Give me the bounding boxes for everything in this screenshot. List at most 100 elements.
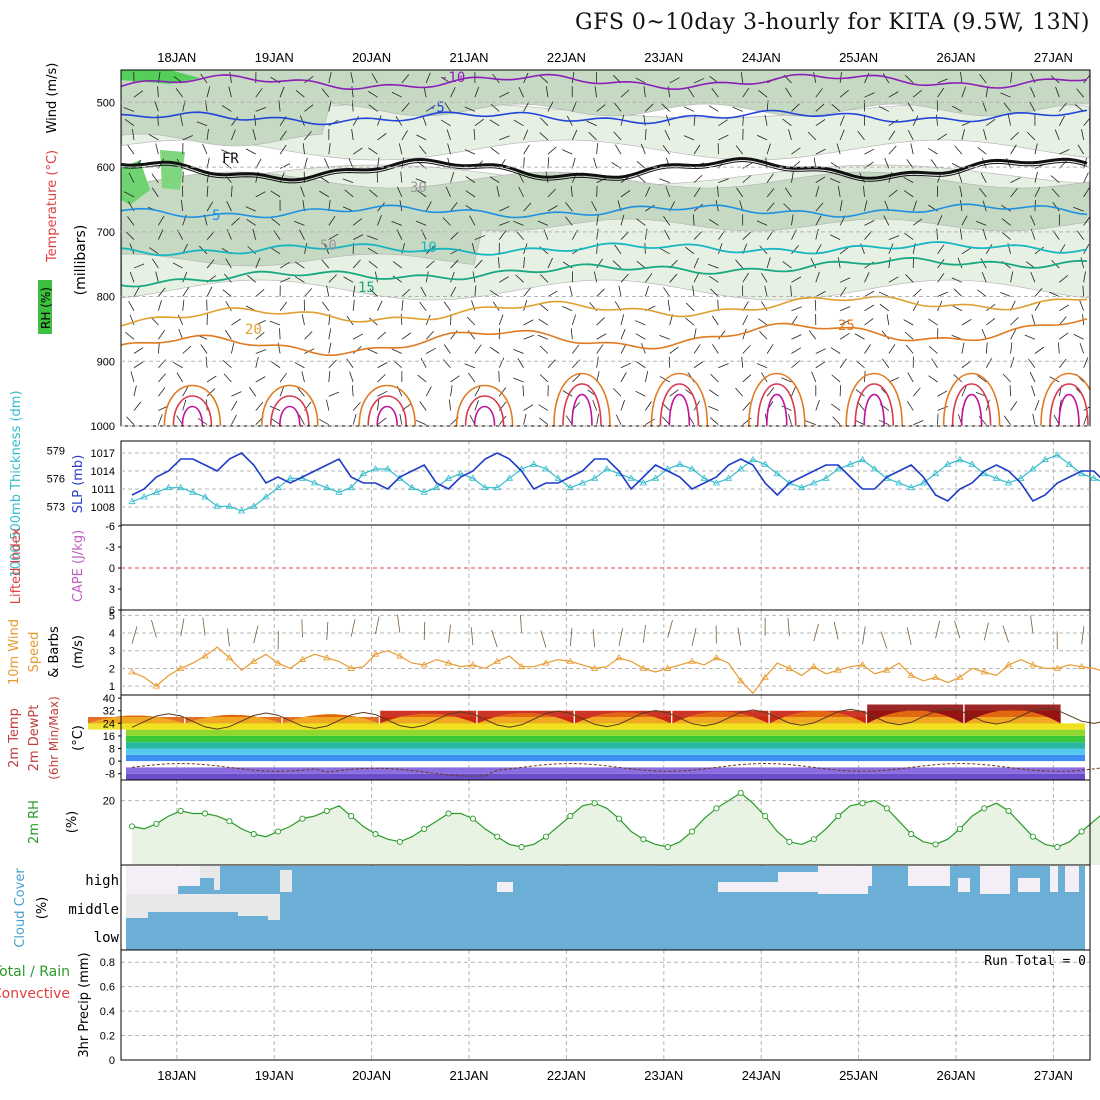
wind-barb [880, 631, 888, 649]
isotherm-lobe [1040, 372, 1090, 426]
wind-barb [985, 358, 993, 368]
wind-barb [839, 71, 842, 83]
wind-barb [255, 289, 265, 297]
temp2m-unit-label: (°C) [71, 725, 86, 751]
rh2m-point [762, 813, 769, 820]
wind-barb [1083, 172, 1089, 183]
wind-barb [125, 331, 135, 340]
wind-barb [961, 86, 966, 98]
wind-barb [269, 320, 281, 326]
wind-barb [791, 385, 797, 397]
wind-barb [517, 358, 524, 368]
wind-barb [1051, 188, 1060, 198]
contour-label: 5 [212, 208, 220, 224]
wind-barb [839, 200, 843, 212]
wind-barb [592, 629, 596, 648]
wind-barb [1029, 101, 1036, 112]
wind-barb [523, 129, 529, 141]
wind-barb [368, 260, 378, 269]
wind-barb [1083, 187, 1090, 198]
wind-speed-point [663, 664, 672, 671]
wind-barb [498, 387, 507, 397]
rh-shade [121, 171, 1090, 267]
rh2m-point [640, 836, 647, 843]
wind-barb [128, 301, 135, 311]
wind-barb [669, 389, 679, 397]
wind-barb [342, 206, 354, 212]
wind-barb [620, 231, 629, 240]
wind-barb [522, 385, 524, 397]
isotherm-lobe [464, 395, 505, 426]
wind-barb [1034, 186, 1041, 198]
wind-barb [937, 133, 948, 141]
thickness-point [274, 483, 282, 491]
wind-speed-point [1029, 661, 1037, 668]
contour-label: 10 [420, 240, 437, 256]
wind-barb [377, 331, 387, 340]
wind-barb [545, 86, 549, 98]
wind-barb [735, 387, 744, 397]
temp-peak [477, 710, 574, 724]
rh2m-point [299, 815, 306, 822]
wind-barb [635, 77, 646, 84]
wind-barb [491, 629, 498, 648]
wind-barb [905, 274, 914, 283]
wind-barb [693, 344, 701, 354]
wind-barb [539, 417, 549, 426]
precip-tick: 0 [109, 1055, 115, 1067]
wind-barb [523, 287, 531, 297]
rh2m-point [323, 807, 330, 814]
wind-barb [618, 285, 622, 297]
thickness-point [810, 479, 818, 486]
rh2m-point [689, 828, 696, 835]
wind-barb [912, 387, 921, 397]
wind-barb [1030, 229, 1036, 240]
wind-barb [328, 328, 332, 340]
wind-barb [401, 102, 410, 112]
wind-barb [912, 200, 918, 212]
wind-barb [294, 276, 305, 283]
wind-barb [326, 285, 330, 297]
wind-barb [863, 185, 865, 197]
wind-barb [1079, 300, 1085, 311]
thickness-point [408, 483, 416, 491]
wind-barb [961, 319, 972, 326]
wind-barb [735, 259, 744, 269]
wind-barb [401, 299, 404, 311]
rh-shade [160, 150, 185, 190]
wind-barb [226, 628, 230, 647]
wind-barb [1081, 626, 1085, 645]
wind-barb [791, 347, 802, 354]
wind-barb [301, 619, 303, 638]
lifted-tick: -6 [105, 521, 115, 533]
wind-barb [663, 287, 671, 297]
wind-barb [270, 361, 281, 369]
wind-barb [864, 219, 875, 226]
wind-barb [129, 314, 135, 326]
wind-barb [737, 627, 742, 646]
wind-barb [540, 117, 549, 126]
wind-barb [326, 399, 330, 411]
date-label-top: 21JAN [449, 50, 488, 65]
wind-barb [401, 74, 410, 84]
wind-barb [712, 344, 719, 354]
dewpoint-line [131, 762, 1100, 777]
thickness-point [737, 465, 745, 472]
wind-barb [1034, 400, 1040, 411]
wind-barb [636, 361, 646, 369]
wind-barb [344, 189, 354, 198]
temp-line [131, 707, 1100, 730]
wind-barb [450, 286, 457, 297]
isotherm-lobe [1058, 393, 1080, 426]
contour-label: 25 [838, 318, 855, 334]
rh2m-point [275, 828, 282, 835]
wind-barb [981, 328, 987, 340]
wind-barb [423, 86, 427, 98]
wind-barb [957, 257, 963, 269]
wind-barb [815, 148, 826, 155]
wind-barb [304, 104, 314, 112]
wind-barb [391, 348, 403, 354]
rh2m-point [250, 831, 257, 838]
wind-barb [978, 416, 987, 425]
wind-barb [252, 228, 257, 240]
